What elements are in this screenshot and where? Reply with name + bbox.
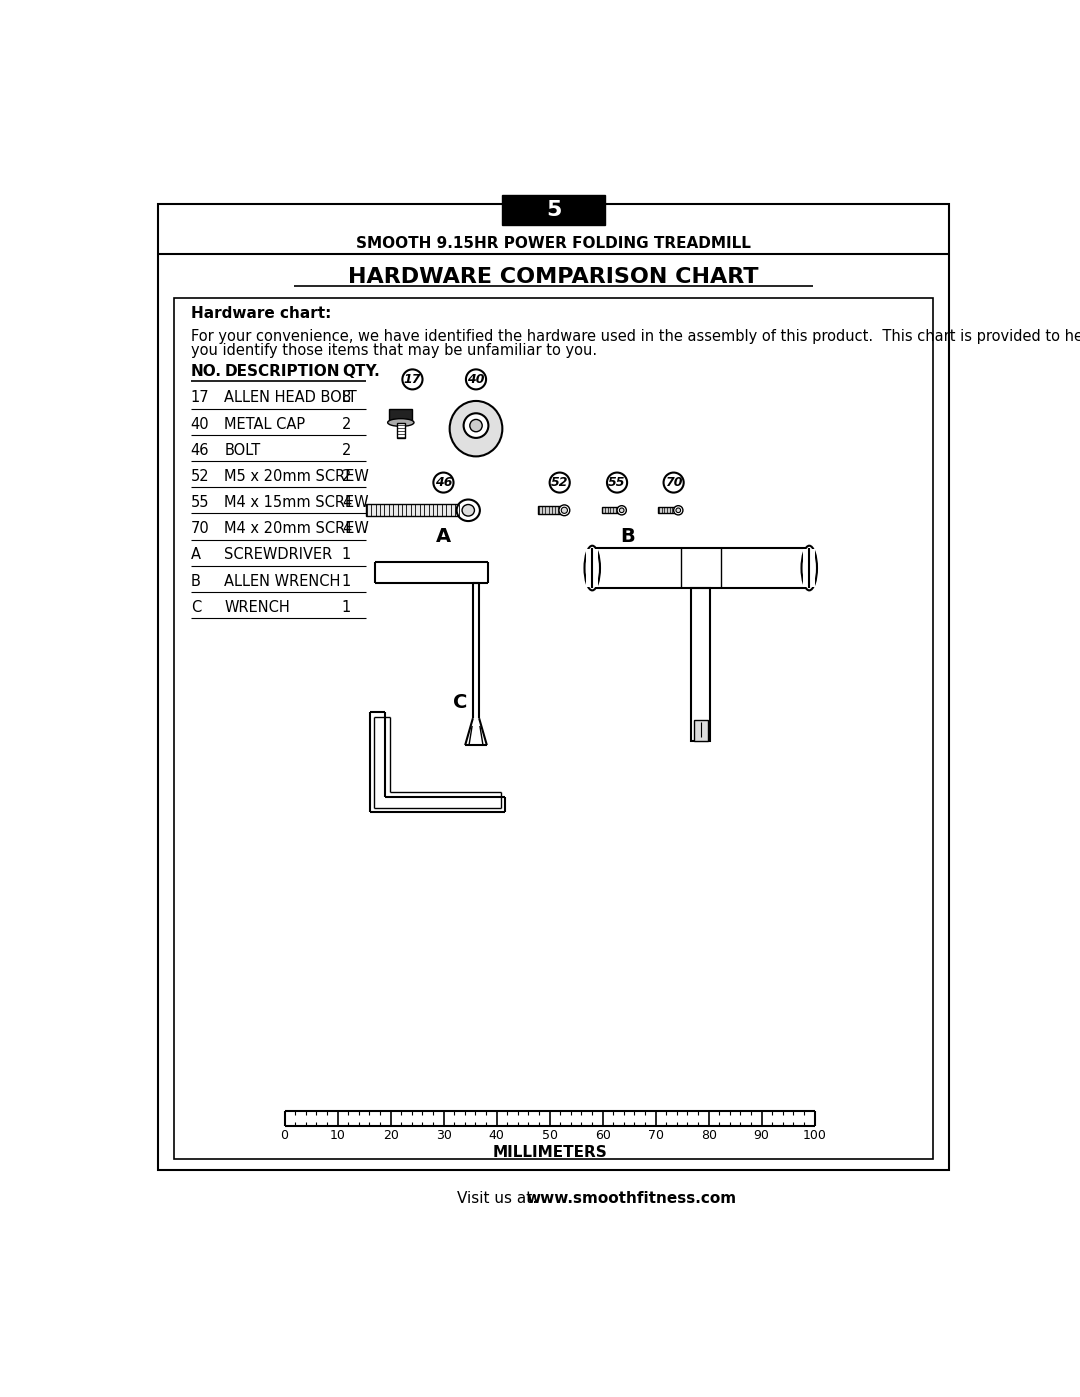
Text: METAL CAP: METAL CAP [225, 416, 306, 432]
Text: you identify those items that may be unfamiliar to you.: you identify those items that may be unf… [191, 342, 597, 358]
Text: C: C [454, 693, 468, 712]
Bar [389, 409, 413, 422]
Bar [691, 588, 710, 742]
Bar [602, 507, 620, 513]
Text: QTY.: QTY. [342, 365, 380, 379]
Bar [397, 422, 405, 437]
Text: ALLEN HEAD BOLT: ALLEN HEAD BOLT [225, 390, 356, 405]
Bar [586, 549, 598, 587]
Bar [804, 549, 815, 587]
Text: 2: 2 [342, 469, 351, 483]
Text: 60: 60 [595, 1129, 610, 1143]
Text: M4 x 15mm SCREW: M4 x 15mm SCREW [225, 495, 368, 510]
Bar [366, 504, 467, 517]
Text: 1: 1 [342, 599, 351, 615]
Text: C: C [191, 599, 201, 615]
Text: 55: 55 [608, 476, 625, 489]
Ellipse shape [676, 509, 680, 513]
Text: 2: 2 [342, 416, 351, 432]
Text: 46: 46 [191, 443, 210, 458]
Ellipse shape [584, 546, 600, 591]
Ellipse shape [463, 414, 488, 437]
Text: 17: 17 [404, 373, 421, 386]
Text: B: B [620, 527, 635, 546]
Text: 2: 2 [342, 443, 351, 458]
Bar [592, 548, 809, 588]
Text: 70: 70 [191, 521, 210, 536]
Text: 4: 4 [342, 495, 351, 510]
Text: NO.: NO. [191, 365, 221, 379]
Ellipse shape [388, 419, 414, 426]
Text: 4: 4 [342, 521, 351, 536]
Ellipse shape [617, 506, 626, 515]
Ellipse shape [559, 504, 570, 515]
Text: Hardware chart:: Hardware chart: [191, 306, 332, 321]
Text: BOLT: BOLT [225, 443, 260, 458]
Text: 17: 17 [191, 390, 210, 405]
Text: A: A [191, 548, 201, 563]
Text: 52: 52 [191, 469, 210, 483]
Text: 10: 10 [329, 1129, 346, 1143]
Text: 80: 80 [701, 1129, 717, 1143]
Text: M4 x 20mm SCREW: M4 x 20mm SCREW [225, 521, 369, 536]
Bar [658, 507, 677, 513]
Ellipse shape [562, 507, 567, 513]
Text: DESCRIPTION: DESCRIPTION [225, 365, 339, 379]
Text: 52: 52 [551, 476, 568, 489]
Bar [538, 507, 563, 514]
Text: SMOOTH 9.15HR POWER FOLDING TREADMILL: SMOOTH 9.15HR POWER FOLDING TREADMILL [356, 236, 751, 251]
Text: 5: 5 [545, 200, 562, 219]
Text: SCREWDRIVER: SCREWDRIVER [225, 548, 333, 563]
Text: Visit us at:: Visit us at: [457, 1192, 542, 1206]
Text: 55: 55 [191, 495, 210, 510]
Text: 20: 20 [382, 1129, 399, 1143]
Text: ALLEN WRENCH: ALLEN WRENCH [225, 574, 340, 588]
Ellipse shape [674, 506, 683, 515]
Ellipse shape [449, 401, 502, 457]
Text: HARDWARE COMPARISON CHART: HARDWARE COMPARISON CHART [348, 267, 759, 286]
Text: 0: 0 [281, 1129, 288, 1143]
Ellipse shape [462, 504, 474, 515]
Ellipse shape [457, 500, 480, 521]
Text: 8: 8 [342, 390, 351, 405]
Ellipse shape [801, 546, 816, 591]
Text: 40: 40 [488, 1129, 504, 1143]
Text: 90: 90 [754, 1129, 770, 1143]
Text: 70: 70 [665, 476, 683, 489]
Text: 70: 70 [648, 1129, 663, 1143]
Text: 1: 1 [342, 548, 351, 563]
Text: 50: 50 [542, 1129, 557, 1143]
Bar [174, 298, 933, 1158]
Text: www.smoothfitness.com: www.smoothfitness.com [526, 1192, 737, 1206]
Text: 40: 40 [191, 416, 210, 432]
Ellipse shape [470, 419, 482, 432]
Text: 100: 100 [802, 1129, 826, 1143]
Text: MILLIMETERS: MILLIMETERS [492, 1146, 607, 1160]
Text: For your convenience, we have identified the hardware used in the assembly of th: For your convenience, we have identified… [191, 328, 1080, 344]
Text: 46: 46 [434, 476, 453, 489]
Text: WRENCH: WRENCH [225, 599, 289, 615]
Text: B: B [191, 574, 201, 588]
Bar [159, 204, 948, 1171]
Text: A: A [436, 527, 451, 546]
Bar [693, 719, 707, 742]
Text: 30: 30 [435, 1129, 451, 1143]
Ellipse shape [619, 509, 624, 513]
Text: 1: 1 [342, 574, 351, 588]
Text: 40: 40 [468, 373, 485, 386]
Text: M5 x 20mm SCREW: M5 x 20mm SCREW [225, 469, 369, 483]
Bar [501, 194, 606, 225]
